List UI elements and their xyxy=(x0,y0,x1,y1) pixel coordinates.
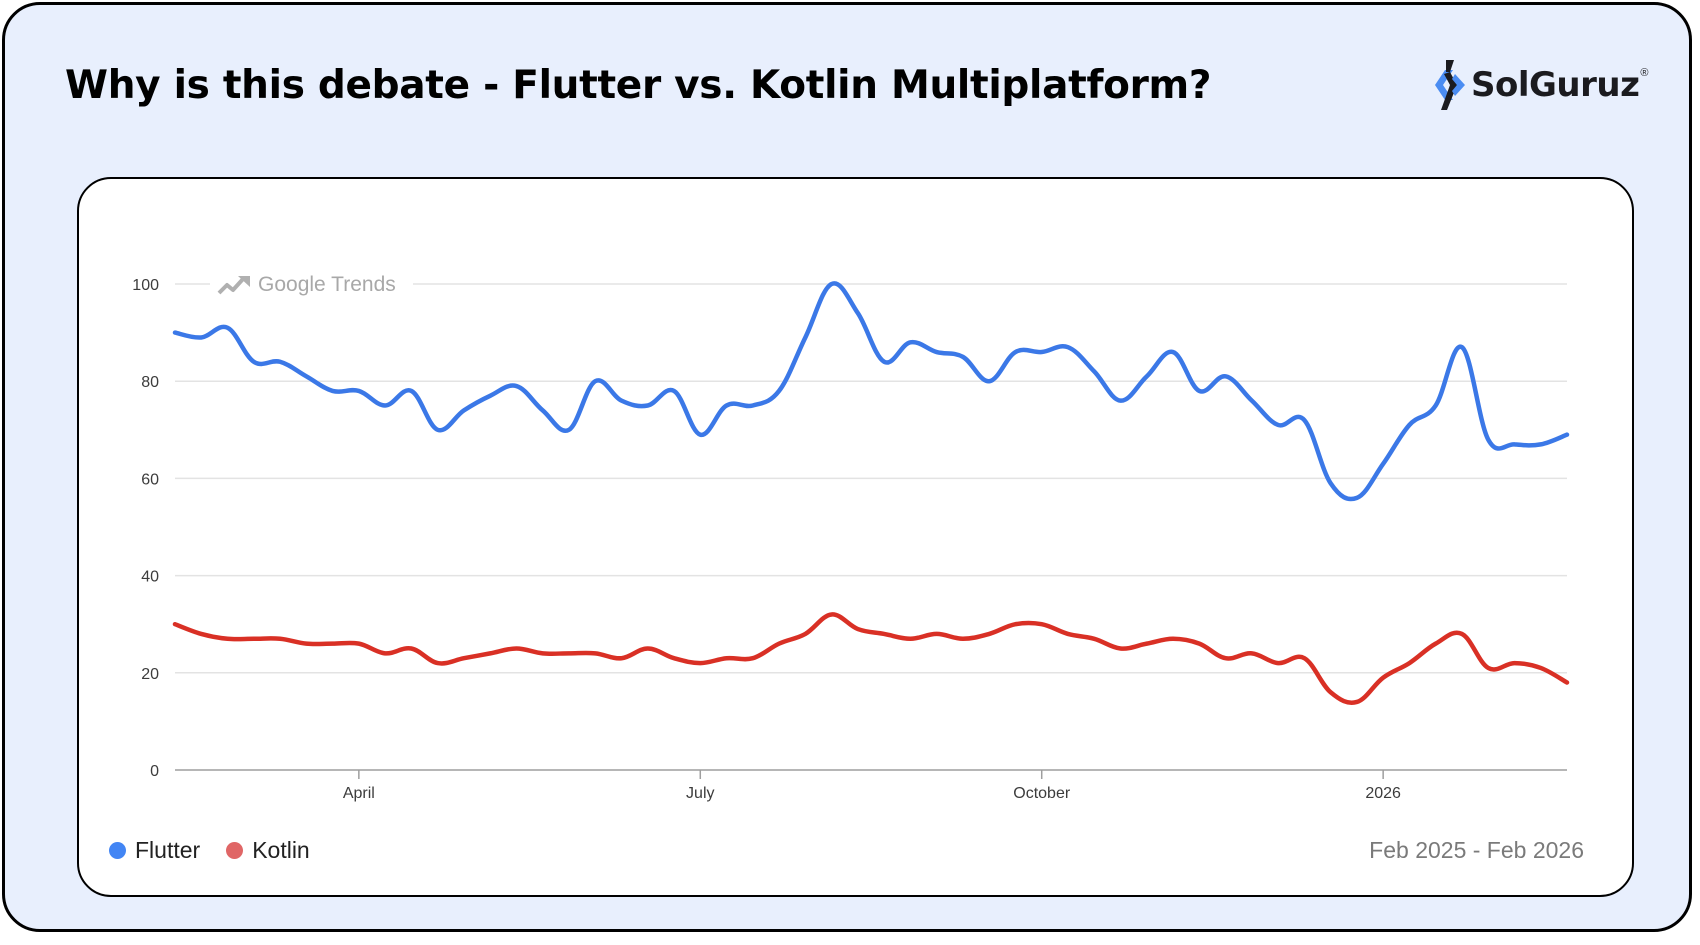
y-tick-label: 0 xyxy=(150,763,159,780)
legend-label-kotlin: Kotlin xyxy=(252,837,310,863)
chart-legend: Flutter Kotlin xyxy=(109,837,336,864)
y-tick-label: 20 xyxy=(141,666,159,683)
watermark-text: Google Trends xyxy=(258,273,396,296)
brand-name: SolGuruz xyxy=(1471,65,1640,105)
y-tick-label: 40 xyxy=(141,569,159,586)
registered-mark: ® xyxy=(1640,67,1649,79)
legend-item-kotlin[interactable]: Kotlin xyxy=(226,837,310,864)
page-title: Why is this debate - Flutter vs. Kotlin … xyxy=(65,63,1212,108)
kotlin-legend-dot-icon xyxy=(226,842,244,859)
chart-series-lines xyxy=(172,281,1570,705)
y-axis-labels: 0 20 40 60 80 100 xyxy=(132,277,159,780)
google-trends-watermark: Google Trends xyxy=(217,273,396,296)
x-tick-label: 2026 xyxy=(1365,785,1401,802)
chart-card xyxy=(77,177,1634,897)
legend-item-flutter[interactable]: Flutter xyxy=(109,837,200,864)
chart-gridlines xyxy=(175,283,1567,771)
x-tick-label: October xyxy=(1013,785,1071,802)
y-tick-label: 60 xyxy=(141,471,159,488)
x-axis-labels: April July October 2026 xyxy=(343,770,1401,802)
x-tick-label: July xyxy=(686,785,714,802)
date-range-label: Feb 2025 - Feb 2026 xyxy=(1369,837,1584,863)
legend-label-flutter: Flutter xyxy=(135,837,201,863)
brand-logo: SolGuruz ® xyxy=(1433,57,1648,113)
trend-arrow-icon xyxy=(217,277,245,295)
solguruz-logo-icon xyxy=(1435,60,1465,110)
y-tick-label: 100 xyxy=(132,277,159,294)
x-tick-label: April xyxy=(343,785,375,802)
page-frame: Why is this debate - Flutter vs. Kotlin … xyxy=(2,2,1692,932)
trend-line-chart: 0 20 40 60 80 100 April July October 2026 Google… xyxy=(132,273,1570,802)
flutter-series-line xyxy=(172,281,1570,502)
kotlin-series-line xyxy=(172,612,1570,705)
y-tick-label: 80 xyxy=(141,374,159,391)
flutter-legend-dot-icon xyxy=(109,842,126,859)
